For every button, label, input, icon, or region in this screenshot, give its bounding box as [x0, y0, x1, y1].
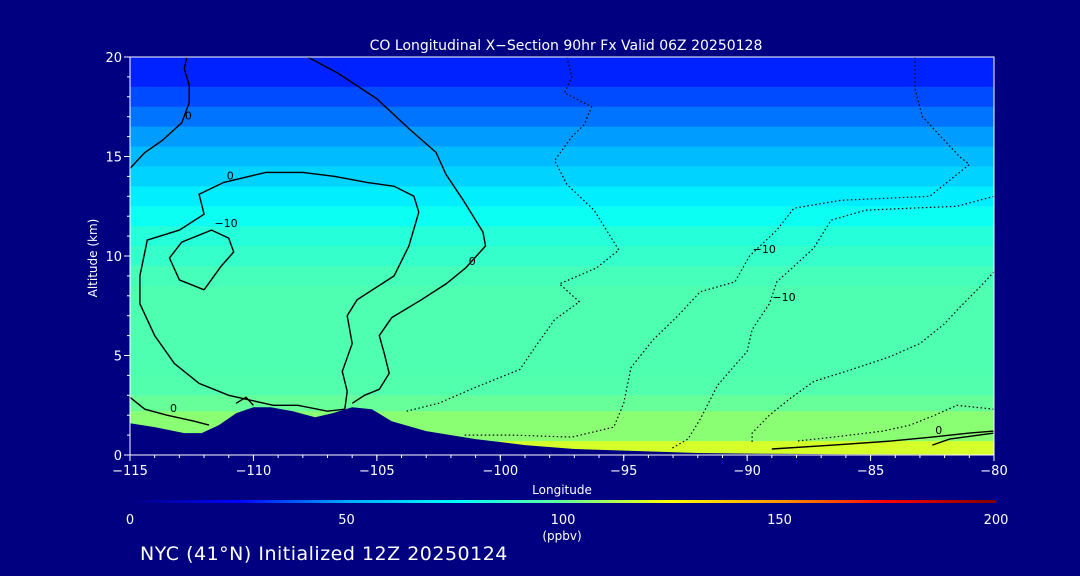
y-tick-label: 20	[105, 51, 122, 66]
contour-label: 0	[185, 110, 192, 123]
colorbar-ticks: 0 50 100 150 200	[126, 513, 1009, 528]
colorbar-tick-label: 50	[338, 513, 355, 528]
field-layer	[130, 265, 994, 287]
contour-line	[130, 57, 190, 169]
field-layer	[130, 285, 994, 376]
contour-label: 0	[170, 402, 177, 415]
x-axis-label: Longitude	[532, 483, 592, 497]
contour-label: −10	[214, 217, 237, 230]
contour-line	[796, 404, 994, 442]
chart-title: CO Longitudinal X−Section 90hr Fx Valid …	[370, 38, 763, 54]
y-axis: 0 5 10 15 20	[105, 51, 130, 464]
y-tick-label: 5	[114, 350, 122, 365]
contour-label: 0	[935, 424, 942, 437]
colorbar-strip	[130, 500, 996, 503]
x-tick-label: −80	[980, 464, 1007, 479]
field-layer	[130, 106, 994, 128]
y-tick-label: 10	[105, 250, 122, 265]
x-tick-label: −105	[359, 464, 395, 479]
co-field	[130, 57, 994, 455]
field-layer	[130, 86, 994, 108]
x-axis: −115 −110 −105 −100 −95 −90 −85 −80	[112, 455, 1008, 479]
terrain-mask	[130, 407, 994, 455]
contour-line	[932, 432, 994, 446]
colorbar: 0 50 100 150 200 (ppbv)	[126, 500, 1009, 543]
x-tick-label: −110	[236, 464, 272, 479]
contour-line	[771, 430, 994, 450]
contour-line	[406, 57, 620, 412]
contour-line	[670, 195, 994, 450]
init-footer: NYC (41°N) Initialized 12Z 20250124	[140, 543, 508, 565]
colorbar-tick-label: 0	[126, 513, 134, 528]
y-tick-label: 0	[114, 449, 122, 464]
colorbar-tick-label: 150	[767, 513, 792, 528]
contour-label: 0	[227, 169, 234, 182]
y-tick-label: 15	[105, 151, 122, 166]
contour-line	[168, 229, 235, 291]
field-layer	[130, 206, 994, 227]
terrain-shape	[130, 407, 994, 455]
y-axis-label: Altitude (km)	[86, 219, 100, 298]
x-tick-label: −95	[610, 464, 637, 479]
contour-label: −10	[753, 243, 776, 256]
anomaly-contours: 0 0 0 0 −10 0 −10 −10	[130, 57, 994, 450]
x-tick-label: −90	[733, 464, 760, 479]
field-layer	[130, 166, 994, 187]
colorbar-tick-label: 200	[984, 513, 1009, 528]
field-layer	[130, 126, 994, 148]
contour-line	[139, 171, 420, 412]
contour-label: 0	[469, 255, 476, 268]
contour-line	[130, 396, 210, 426]
contour-line	[235, 396, 254, 406]
contour-line	[751, 271, 994, 444]
plot-area: 0 0 0 0 −10 0 −10 −10	[129, 56, 995, 456]
field-layer	[130, 146, 994, 167]
x-tick-label: −85	[857, 464, 884, 479]
x-tick-label: −115	[112, 464, 148, 479]
x-tick-label: −100	[482, 464, 518, 479]
field-layer	[130, 186, 994, 207]
field-layer	[130, 246, 994, 267]
field-layer	[130, 226, 994, 247]
field-layer	[130, 375, 994, 396]
contour-line	[307, 57, 487, 404]
contour-line	[463, 57, 971, 438]
contour-label: −10	[772, 291, 795, 304]
colorbar-tick-label: 100	[551, 513, 576, 528]
field-layer	[130, 57, 994, 88]
colorbar-label: (ppbv)	[542, 529, 581, 543]
